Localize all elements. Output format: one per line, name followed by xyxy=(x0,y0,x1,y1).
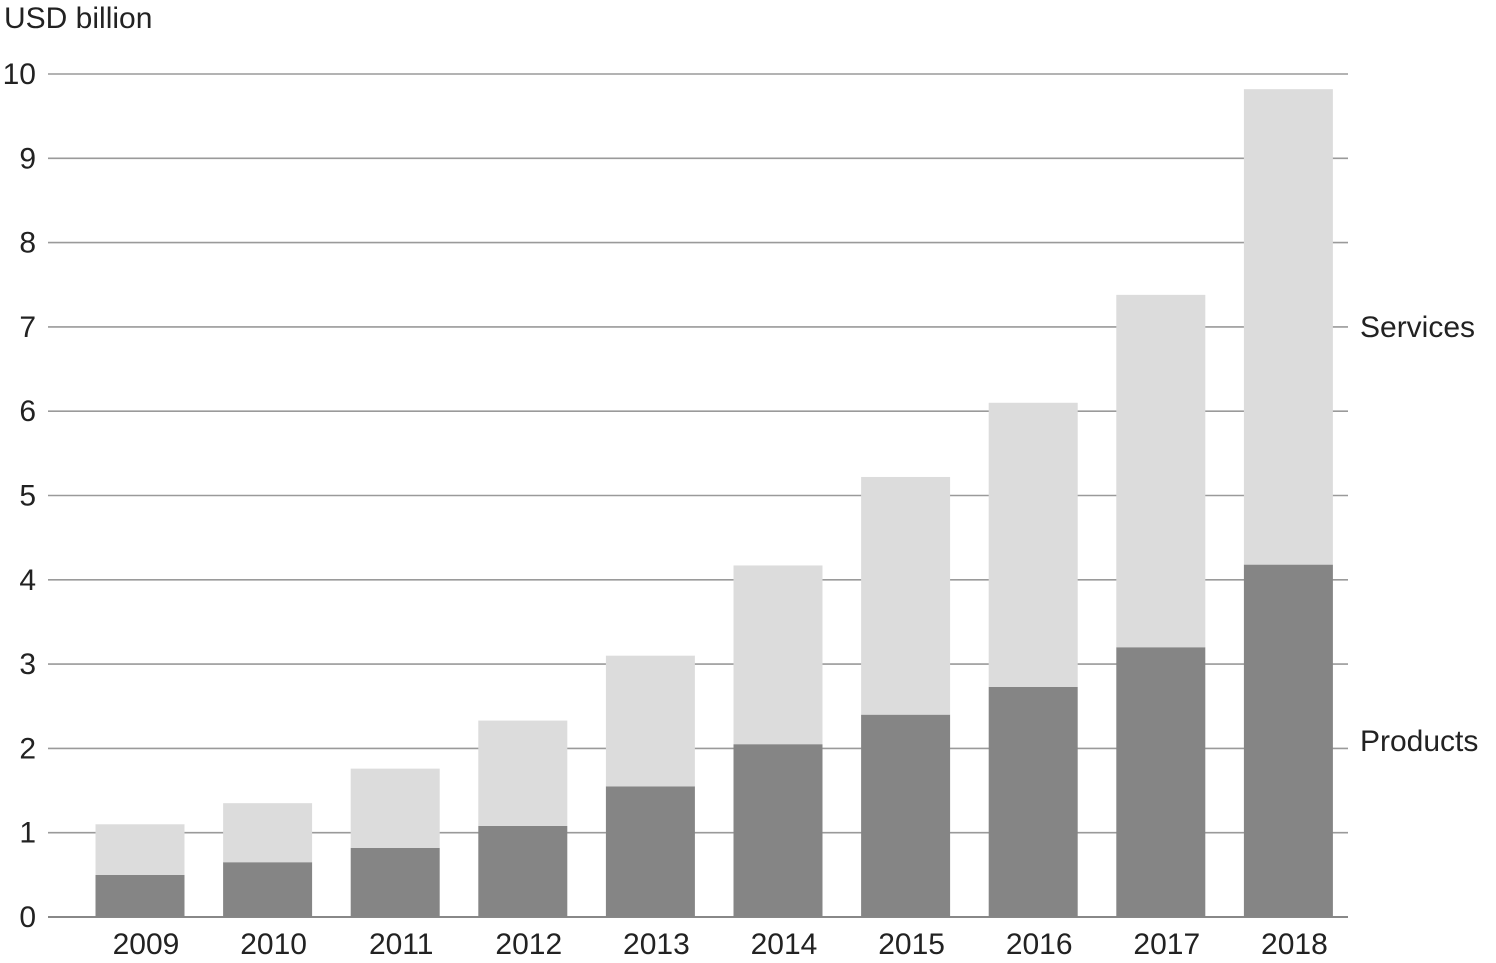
y-tick-label: 0 xyxy=(19,901,36,934)
x-tick-label: 2013 xyxy=(623,928,690,961)
y-tick-label: 7 xyxy=(19,311,36,344)
bar-services-2016 xyxy=(988,402,1078,687)
bar-products-2017 xyxy=(1116,647,1206,917)
y-tick-label: 2 xyxy=(19,732,36,765)
y-tick-label: 9 xyxy=(19,142,36,175)
y-tick-labels: 0 1 2 3 4 5 6 7 8 9 10 xyxy=(3,58,36,934)
bar-products-2009 xyxy=(95,874,185,917)
bar-services-2018 xyxy=(1243,89,1333,565)
x-tick-label: 2011 xyxy=(369,928,434,961)
y-tick-label: 4 xyxy=(19,564,36,597)
bar-services-2010 xyxy=(223,803,313,863)
y-tick-label: 1 xyxy=(19,817,36,850)
x-tick-label: 2015 xyxy=(878,928,945,961)
x-tick-label: 2010 xyxy=(240,928,307,961)
x-tick-label: 2016 xyxy=(1006,928,1073,961)
x-tick-labels: 2009 2010 2011 2012 2013 2014 2015 2016 2017 2018 xyxy=(113,928,1328,961)
bar-services-2012 xyxy=(478,720,568,826)
bar-products-2014 xyxy=(733,744,823,917)
x-tick-label: 2009 xyxy=(113,928,180,961)
bar-products-2010 xyxy=(223,862,313,917)
y-tick-label: 5 xyxy=(19,480,36,513)
series-label-services: Services xyxy=(1360,311,1475,344)
bar-services-2015 xyxy=(861,476,951,715)
bar-products-2015 xyxy=(861,714,951,917)
y-tick-label: 10 xyxy=(3,58,36,91)
series-labels: Products Services xyxy=(1360,311,1478,758)
y-tick-label: 3 xyxy=(19,648,36,681)
y-axis-label: USD billion xyxy=(4,2,152,35)
bar-products-2013 xyxy=(605,786,695,917)
bar-services-2011 xyxy=(350,768,440,848)
y-tick-label: 8 xyxy=(19,227,36,260)
x-tick-label: 2014 xyxy=(751,928,818,961)
y-tick-label: 6 xyxy=(19,395,36,428)
bar-services-2014 xyxy=(733,565,823,745)
x-tick-label: 2017 xyxy=(1133,928,1200,961)
bar-products-2012 xyxy=(478,825,568,917)
bars xyxy=(95,89,1333,917)
x-tick-label: 2018 xyxy=(1261,928,1328,961)
bar-services-2009 xyxy=(95,824,185,875)
x-tick-label: 2012 xyxy=(495,928,562,961)
bar-products-2011 xyxy=(350,847,440,917)
bar-services-2013 xyxy=(605,655,695,787)
bar-products-2016 xyxy=(988,686,1078,917)
series-label-products: Products xyxy=(1360,725,1478,758)
bar-services-2017 xyxy=(1116,294,1206,648)
bar-products-2018 xyxy=(1243,564,1333,917)
